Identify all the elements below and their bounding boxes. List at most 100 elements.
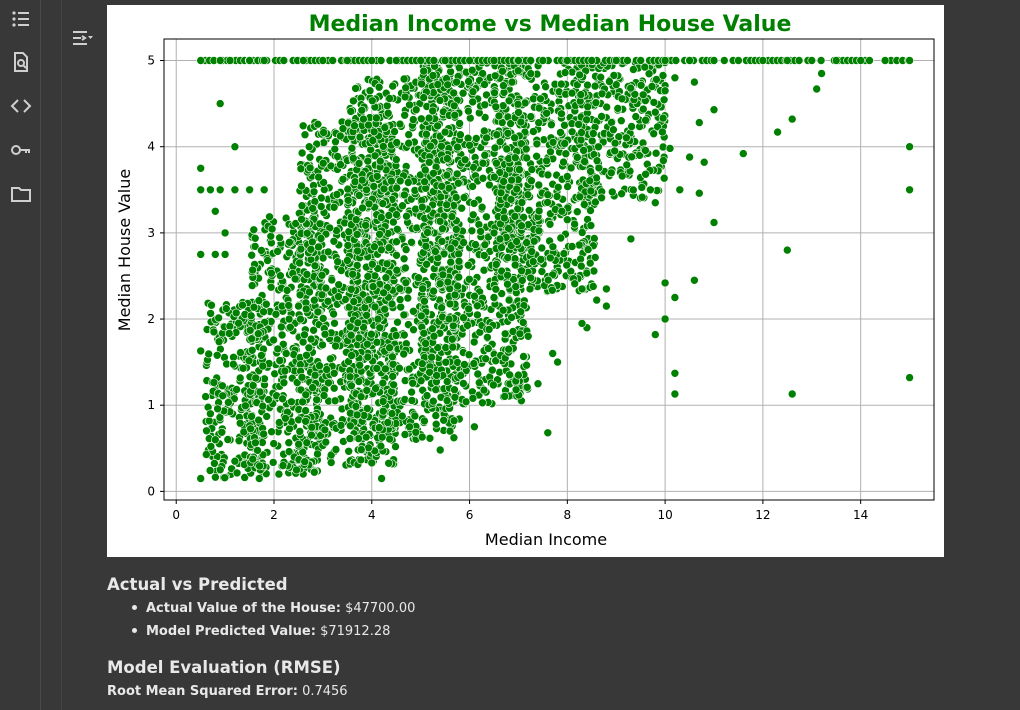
data-point: [543, 198, 552, 207]
find-replace-icon[interactable]: [10, 51, 32, 73]
data-point: [392, 225, 402, 234]
data-point: [628, 185, 638, 195]
data-point: [364, 295, 374, 305]
data-point: [445, 426, 455, 436]
data-point: [443, 80, 453, 90]
data-point: [442, 170, 452, 180]
data-point: [519, 352, 528, 361]
data-point: [586, 186, 596, 196]
data-point: [367, 96, 377, 106]
data-point: [574, 120, 583, 129]
data-point: [651, 148, 661, 158]
data-point: [236, 348, 245, 357]
data-point: [607, 187, 617, 197]
bullet: [132, 628, 137, 633]
data-point: [526, 273, 535, 283]
data-point: [254, 296, 264, 305]
data-point: [479, 385, 489, 395]
data-point: [368, 136, 378, 145]
data-point: [574, 240, 584, 250]
data-point: [395, 119, 405, 129]
data-point: [381, 273, 391, 283]
data-point: [220, 228, 230, 238]
data-point: [278, 394, 287, 404]
data-point: [586, 221, 596, 230]
data-point: [354, 377, 364, 386]
data-point: [460, 155, 470, 165]
data-point: [484, 325, 494, 334]
files-folder-icon[interactable]: [10, 183, 32, 205]
data-point: [254, 415, 263, 425]
data-point: [230, 456, 240, 466]
data-point: [286, 322, 295, 332]
output-toggle-icon[interactable]: [70, 28, 94, 50]
data-point: [541, 82, 550, 91]
data-point: [297, 181, 306, 191]
data-point: [267, 427, 276, 437]
secrets-key-icon[interactable]: [10, 139, 32, 161]
data-point: [499, 81, 508, 90]
data-point: [363, 272, 373, 281]
data-point: [513, 66, 523, 75]
data-point: [594, 163, 604, 173]
data-point: [543, 275, 553, 285]
data-point: [309, 187, 319, 197]
bullet: [132, 605, 137, 610]
data-point: [305, 287, 314, 297]
data-point: [583, 245, 593, 254]
data-point: [367, 329, 376, 339]
data-point: [345, 372, 355, 382]
data-point: [392, 138, 402, 147]
data-point: [787, 114, 797, 124]
data-point: [734, 56, 743, 65]
data-point: [586, 206, 595, 215]
data-point: [575, 70, 585, 80]
x-tick-label: 0: [172, 508, 180, 522]
data-point: [563, 182, 572, 191]
data-point: [660, 86, 670, 95]
data-point: [592, 295, 602, 305]
data-point: [383, 418, 393, 427]
data-point: [399, 349, 409, 359]
data-point: [224, 329, 234, 338]
data-point: [442, 200, 452, 210]
data-point: [709, 218, 719, 227]
data-point: [433, 80, 443, 89]
data-point: [362, 339, 372, 349]
data-point: [543, 428, 553, 438]
data-point: [517, 221, 526, 230]
data-point: [259, 185, 269, 195]
data-point: [323, 247, 333, 257]
data-point: [562, 215, 572, 224]
data-point: [417, 202, 427, 212]
data-point: [758, 56, 768, 65]
data-point: [258, 401, 268, 411]
data-point: [419, 328, 429, 338]
data-point: [298, 447, 307, 457]
data-point: [251, 438, 260, 448]
data-point: [559, 249, 569, 258]
table-of-contents-icon[interactable]: [10, 8, 32, 30]
data-point: [450, 385, 459, 395]
data-point: [407, 396, 417, 405]
data-point: [206, 185, 215, 195]
data-point: [562, 56, 572, 65]
data-point: [345, 434, 355, 443]
data-point: [327, 275, 337, 285]
data-point: [504, 344, 514, 354]
data-point: [302, 270, 312, 279]
data-point: [458, 88, 468, 98]
data-point: [326, 354, 335, 364]
data-point: [577, 228, 587, 237]
data-point: [275, 356, 285, 365]
code-snippets-icon[interactable]: [10, 95, 32, 117]
data-point: [329, 237, 339, 246]
data-point: [318, 340, 327, 350]
data-point: [592, 156, 602, 165]
data-point: [492, 130, 502, 139]
data-point: [196, 250, 205, 259]
data-point: [328, 56, 337, 65]
data-point: [223, 435, 233, 444]
data-point: [331, 137, 340, 146]
data-point: [428, 71, 438, 80]
